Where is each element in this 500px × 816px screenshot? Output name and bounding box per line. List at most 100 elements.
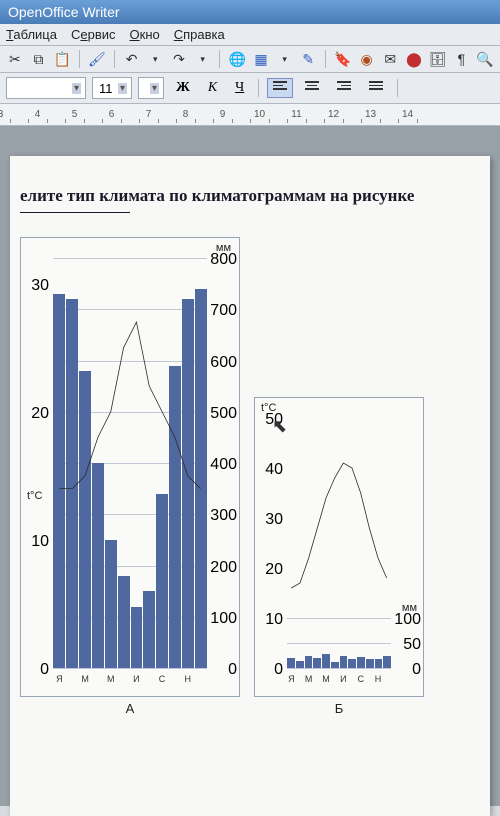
chart-bar: [348, 659, 356, 668]
underline-button[interactable]: Ч: [229, 78, 250, 98]
undo-icon[interactable]: ↶: [123, 50, 141, 68]
separator: [79, 50, 80, 68]
fontsize-value: 11: [99, 81, 113, 96]
dropdown-icon[interactable]: ▾: [146, 50, 164, 68]
font-combo[interactable]: [138, 77, 164, 99]
align-center-button[interactable]: [299, 78, 325, 98]
menu-table[interactable]: Таблица: [6, 27, 57, 42]
chart-bar: [118, 576, 130, 668]
italic-button[interactable]: К: [202, 78, 223, 98]
month-label: С: [356, 674, 365, 684]
bold-button[interactable]: Ж: [170, 78, 196, 98]
chart-bar: [340, 656, 348, 669]
chart-bar: [331, 662, 339, 668]
month-label: [365, 674, 374, 684]
menu-service[interactable]: Сервис: [71, 27, 116, 42]
axis-left-tick: 10: [25, 534, 49, 550]
nav-icon[interactable]: 🔖: [334, 50, 352, 68]
align-justify-button[interactable]: [363, 78, 389, 98]
dropdown-icon[interactable]: ▾: [194, 50, 212, 68]
ruler[interactable]: 34567891011121314: [0, 104, 500, 126]
month-label: Я: [287, 674, 296, 684]
axis-right-tick: 50: [403, 637, 421, 653]
month-label: [117, 674, 130, 684]
brush-icon[interactable]: 🖌: [88, 50, 106, 68]
chart-bar: [313, 658, 321, 668]
database-icon[interactable]: 🗄: [429, 50, 447, 68]
chart-bar: [169, 366, 181, 668]
chart-bar: [375, 659, 383, 668]
datasource-icon[interactable]: ✉: [381, 50, 399, 68]
pilcrow-icon[interactable]: ¶: [453, 50, 471, 68]
axis-right-tick: 100: [394, 612, 421, 628]
axis-left-tick: 20: [25, 406, 49, 422]
fontsize-combo[interactable]: 11: [92, 77, 132, 99]
chart-bar: [92, 463, 104, 668]
ruler-tick: 10: [241, 104, 278, 125]
axis-left-tick: 10: [259, 612, 283, 628]
chart-b-wrap: t°C мм 05010001020304050 ЯММИСН Б: [254, 237, 424, 716]
chart-bar: [287, 658, 295, 668]
page-area: елите тип климата по климатограммам на р…: [0, 126, 500, 806]
month-label: И: [130, 674, 143, 684]
app-title: OpenOffice Writer: [8, 4, 120, 20]
month-label: И: [339, 674, 348, 684]
axis-left-tick: 30: [259, 512, 283, 528]
month-label: [91, 674, 104, 684]
chart-a-label: А: [20, 701, 240, 716]
menu-window[interactable]: Окно: [130, 27, 160, 42]
table-icon[interactable]: ▦: [252, 50, 270, 68]
align-right-button[interactable]: [331, 78, 357, 98]
redo-icon[interactable]: ↷: [170, 50, 188, 68]
chart-bar: [357, 657, 365, 668]
gallery-icon[interactable]: ◉: [358, 50, 376, 68]
chart-bar: [383, 656, 391, 669]
zoom-icon[interactable]: 🔍: [476, 50, 494, 68]
chart-bar: [143, 591, 155, 668]
axis-left-tick: 0: [259, 662, 283, 678]
axis-right-tick: 400: [210, 457, 237, 473]
month-label: Н: [181, 674, 194, 684]
month-label: М: [322, 674, 331, 684]
month-label: [143, 674, 156, 684]
month-label: М: [104, 674, 117, 684]
chart-bar: [105, 540, 117, 668]
ruler-tick: 8: [167, 104, 204, 125]
menu-help[interactable]: Справка: [174, 27, 225, 42]
axis-right-tick: 100: [210, 611, 237, 627]
chart-bar: [195, 289, 207, 668]
month-label: [313, 674, 322, 684]
month-label: [168, 674, 181, 684]
separator: [325, 50, 326, 68]
record-icon[interactable]: ⬤: [405, 50, 423, 68]
axis-left-tick: 20: [259, 562, 283, 578]
axis-left-tick: 0: [25, 662, 49, 678]
axis-right-tick: 0: [228, 662, 237, 678]
month-label: [66, 674, 79, 684]
title-bar: OpenOffice Writer: [0, 0, 500, 24]
align-right-icon: [337, 81, 351, 95]
hyperlink-icon[interactable]: 🌐: [228, 50, 246, 68]
ruler-tick: 14: [389, 104, 426, 125]
align-left-button[interactable]: [267, 78, 293, 98]
month-label: [296, 674, 305, 684]
ruler-tick: 13: [352, 104, 389, 125]
month-label: [330, 674, 339, 684]
chart-b: t°C мм 05010001020304050 ЯММИСН: [254, 397, 424, 697]
menu-bar: Таблица Сервис Окно Справка: [0, 24, 500, 46]
axis-left-tick: 30: [25, 278, 49, 294]
chart-a: t°C мм 01002003004005006007008000102030 …: [20, 237, 240, 697]
toolbar-formatting: 11 Ж К Ч: [0, 73, 500, 104]
chart-a-left-title: t°C: [27, 490, 42, 502]
month-label: Я: [53, 674, 66, 684]
align-justify-icon: [369, 81, 383, 95]
paste-icon[interactable]: 📋: [53, 50, 71, 68]
draw-icon[interactable]: ✎: [299, 50, 317, 68]
separator: [258, 79, 259, 97]
month-label: [194, 674, 207, 684]
ruler-tick: 9: [204, 104, 241, 125]
dropdown-icon[interactable]: ▾: [276, 50, 294, 68]
style-combo[interactable]: [6, 77, 86, 99]
copy-icon[interactable]: ⧉: [30, 50, 48, 68]
cut-icon[interactable]: ✂: [6, 50, 24, 68]
